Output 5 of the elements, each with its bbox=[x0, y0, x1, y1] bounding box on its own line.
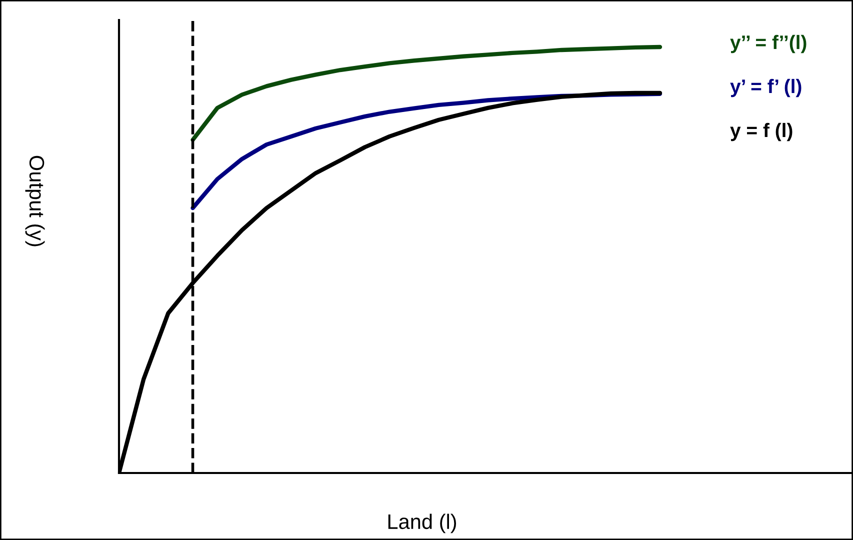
text: y’ = f’ (l) bbox=[730, 78, 802, 98]
text: y = f (l) bbox=[730, 122, 792, 142]
x-axis-title: Land (l) bbox=[388, 514, 456, 534]
text: y’’ = f’’(l) bbox=[730, 34, 806, 54]
y-axis-title: Output (y) bbox=[25, 156, 45, 246]
